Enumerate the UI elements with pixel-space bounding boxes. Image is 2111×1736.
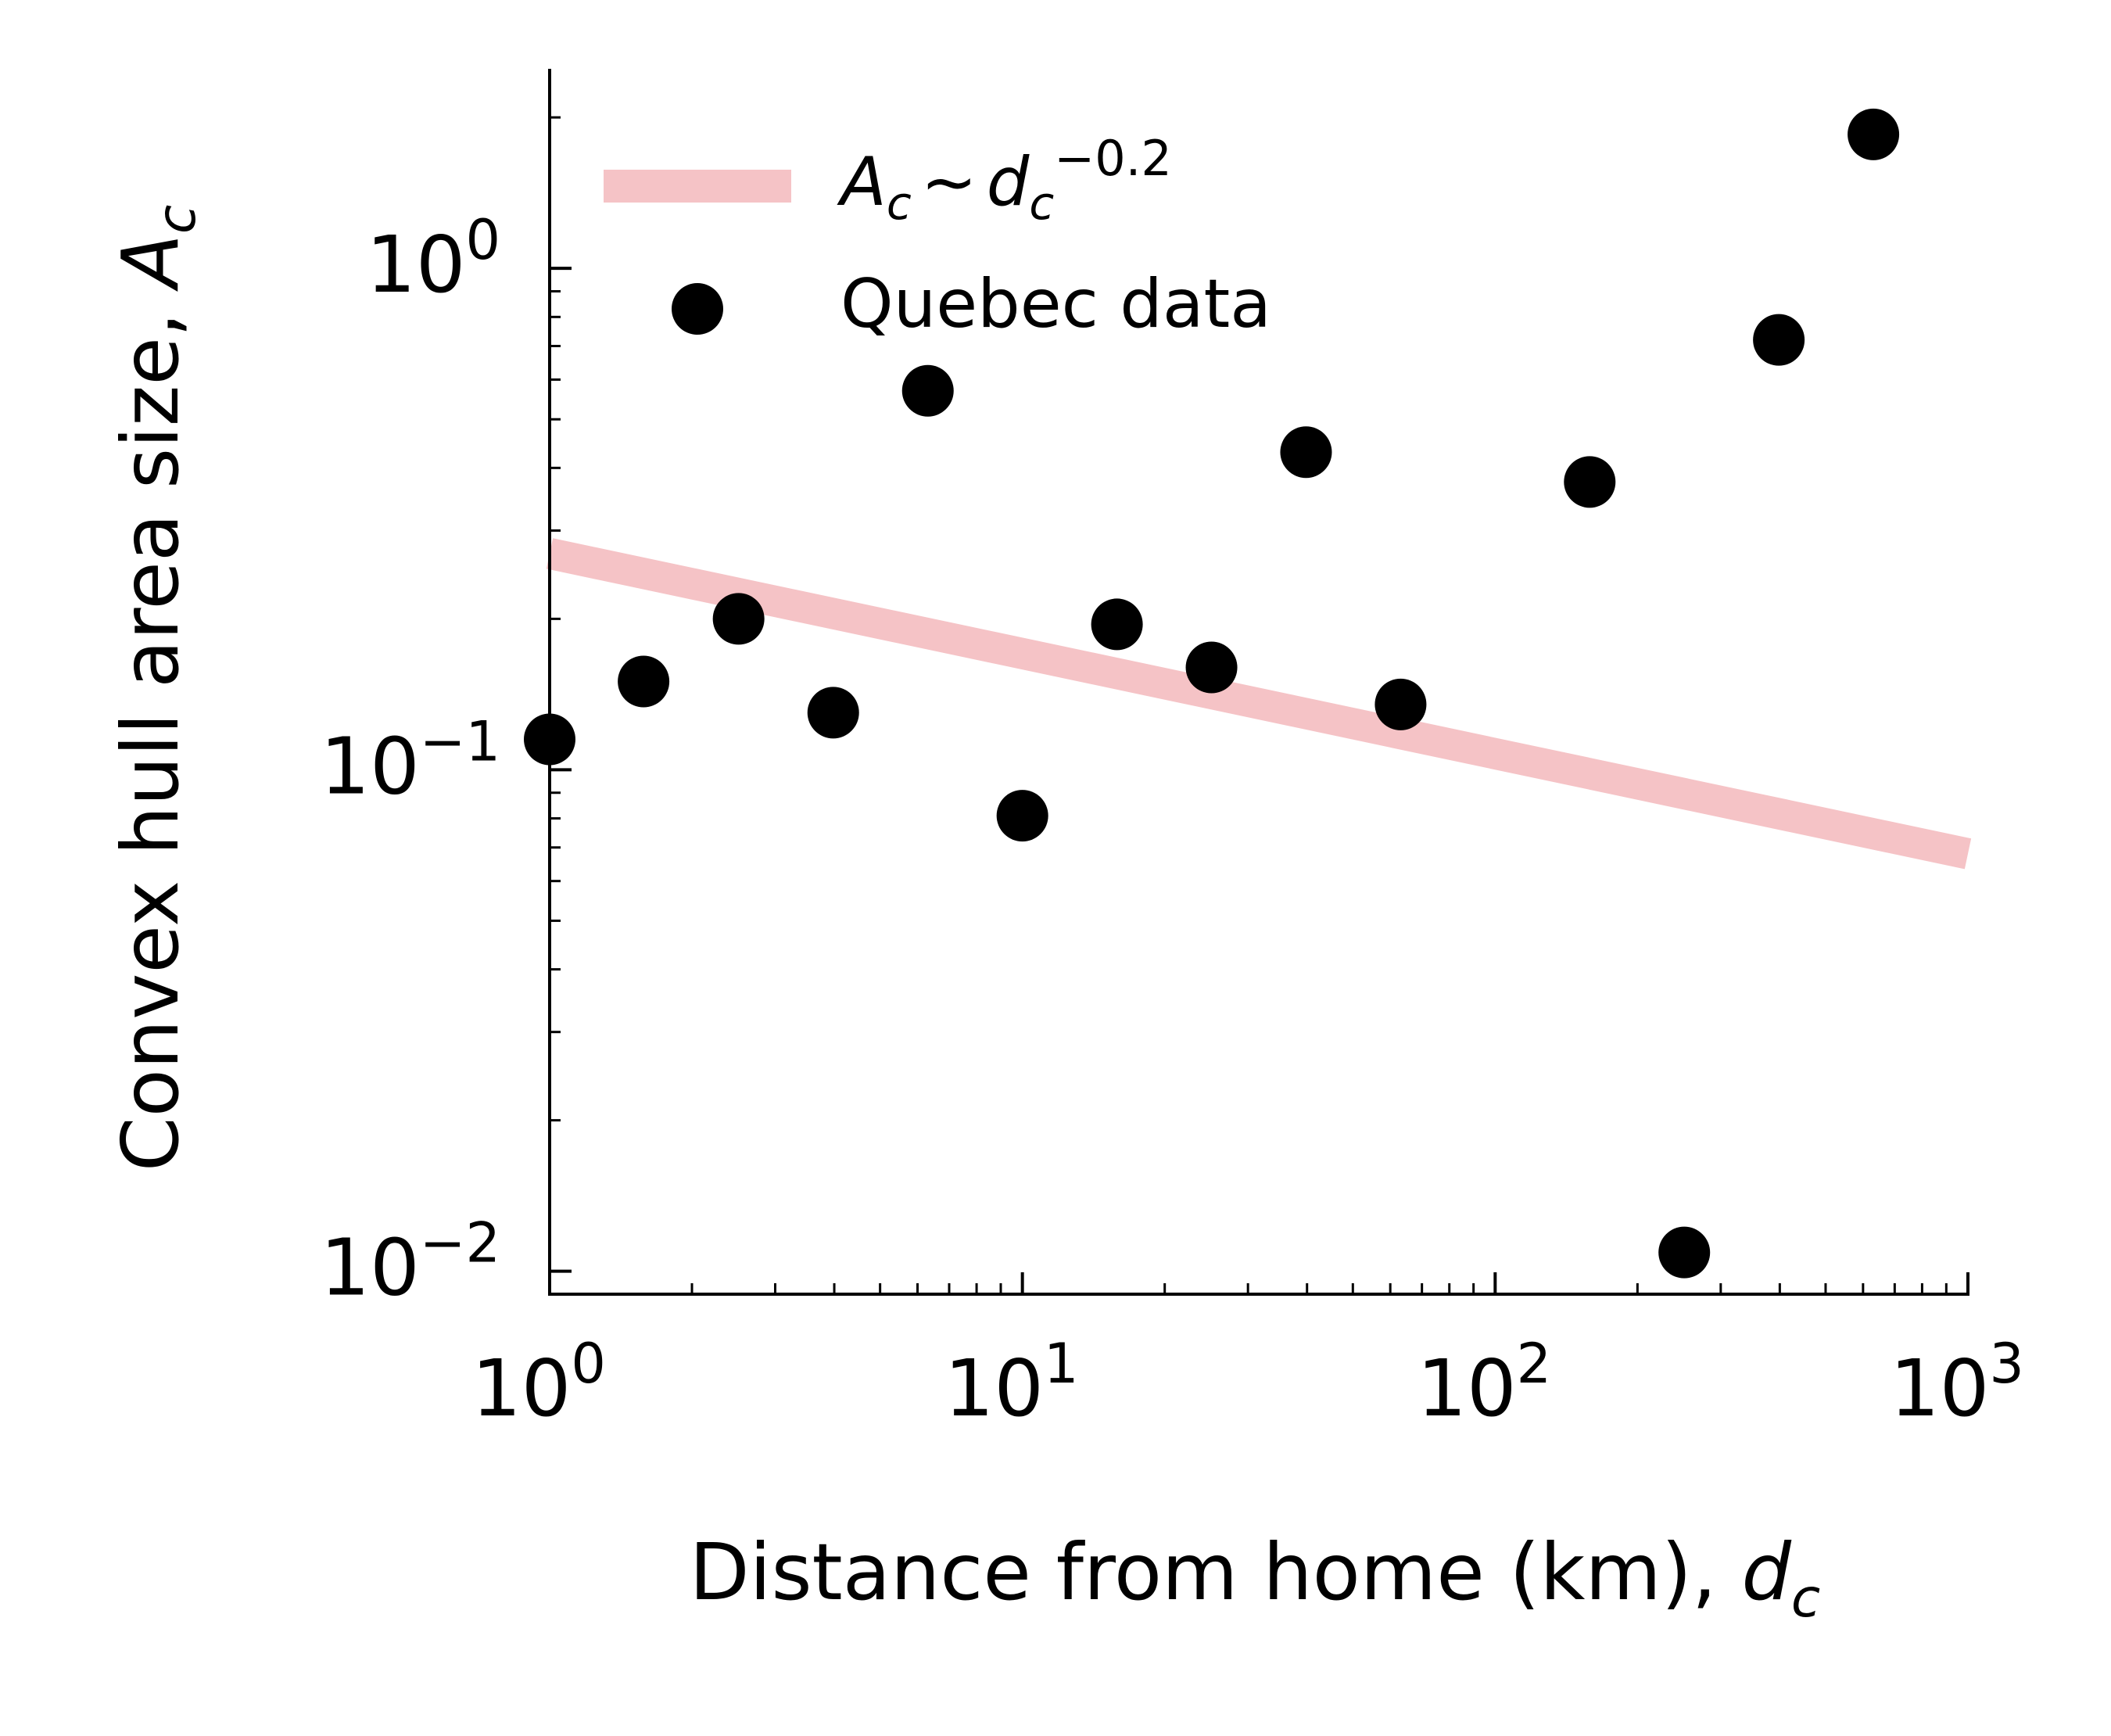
data-point: [996, 790, 1048, 842]
data-point: [1280, 426, 1332, 479]
x-tick-label: 101: [944, 1332, 1079, 1434]
axes: [548, 69, 1969, 1296]
data-point: [1753, 314, 1805, 366]
y-axis-label: Convex hull area size, Ac: [105, 205, 208, 1171]
data-point: [901, 364, 954, 417]
legend-data-label: Quebec data: [840, 265, 1271, 343]
x-tick-label: 103: [1890, 1332, 2024, 1434]
data-point: [1374, 678, 1427, 730]
legend-data-marker: [672, 283, 723, 335]
data-point: [1658, 1226, 1711, 1279]
x-axis-label: Distance from home (km), dc: [690, 1526, 1821, 1630]
data-point: [1848, 108, 1900, 160]
data-point: [712, 593, 765, 645]
legend: Ac ~ dc−0.2 Quebec data: [604, 130, 1271, 343]
data-point: [807, 687, 859, 739]
x-tick-label: 102: [1417, 1332, 1551, 1434]
y-tick-label: 10−2: [321, 1211, 500, 1314]
ticks: 100 101 102 103 10−2 10−1 100: [321, 116, 2024, 1434]
y-tick-label: 10−1: [321, 709, 500, 812]
data-point: [1091, 598, 1143, 651]
plot-area: [524, 108, 1972, 1279]
x-tick-label: 100: [471, 1332, 606, 1434]
data-point: [1185, 641, 1238, 694]
data-point: [1564, 456, 1616, 508]
legend-fit-label: Ac ~ dc−0.2: [837, 130, 1172, 230]
fit-line: [546, 538, 1972, 870]
data-point: [618, 655, 670, 708]
y-tick-label: 100: [366, 208, 500, 310]
